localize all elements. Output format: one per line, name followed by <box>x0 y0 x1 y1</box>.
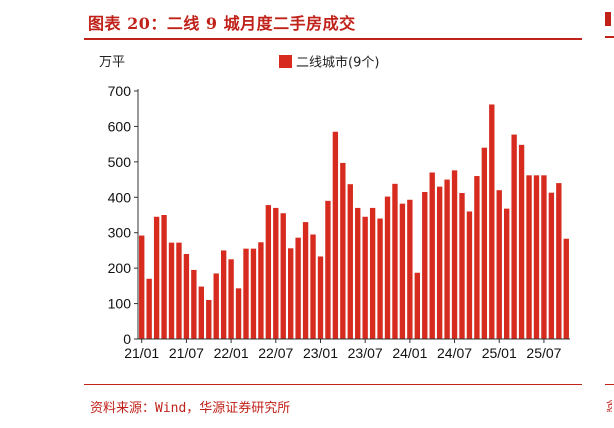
bar <box>325 200 331 339</box>
bar <box>273 207 279 339</box>
x-tick-label: 25/01 <box>482 345 517 361</box>
bar <box>414 272 420 339</box>
x-tick-label: 24/01 <box>392 345 427 361</box>
legend-label: 二线城市(9个) <box>296 55 379 71</box>
bar <box>377 218 383 339</box>
bar <box>176 242 182 339</box>
bar <box>295 237 301 339</box>
bar <box>518 144 525 339</box>
x-tick-label: 22/01 <box>214 345 249 361</box>
adjacent-figure-edge-bottom-line <box>605 384 614 385</box>
y-tick-label: 400 <box>108 189 132 205</box>
bar <box>466 211 473 339</box>
bar <box>422 191 428 339</box>
figure-title-bar: 图表 20：二线 9 城月度二手房成交 <box>84 6 582 40</box>
adjacent-figure-edge-text: 资料来源：Wind，华源证券研究所 <box>606 400 612 412</box>
y-unit-label: 万平 <box>99 55 125 70</box>
legend-swatch <box>279 55 292 68</box>
y-tick-label: 700 <box>108 83 132 99</box>
bar <box>362 216 368 339</box>
bar <box>183 253 190 339</box>
bar <box>504 208 510 339</box>
bar <box>436 186 443 339</box>
bar <box>265 205 272 339</box>
bar <box>280 213 286 339</box>
bar <box>355 207 361 339</box>
source-divider <box>84 384 582 385</box>
bar <box>332 131 339 339</box>
x-tick-label: 21/07 <box>169 345 204 361</box>
bar <box>220 250 227 339</box>
bar <box>526 175 532 339</box>
bar <box>243 248 249 339</box>
bar <box>191 269 197 339</box>
bar <box>161 215 167 339</box>
bar <box>310 234 316 339</box>
bar <box>139 235 145 339</box>
y-tick-label: 600 <box>108 118 132 134</box>
bar <box>206 300 212 339</box>
bar <box>347 184 353 339</box>
bar <box>288 248 294 339</box>
bar <box>533 175 540 339</box>
bar <box>317 256 324 339</box>
bar <box>153 216 160 339</box>
bar <box>258 242 264 339</box>
y-tick-label: 300 <box>108 225 132 241</box>
x-tick-label: 21/01 <box>124 345 159 361</box>
bar <box>302 222 309 339</box>
bar <box>511 134 517 339</box>
bar <box>459 193 465 339</box>
bar <box>563 238 569 339</box>
x-tick-label: 23/01 <box>303 345 338 361</box>
y-tick-label: 500 <box>108 154 132 170</box>
bar <box>250 248 257 339</box>
bar <box>548 192 555 339</box>
bar <box>541 175 547 339</box>
bar <box>407 199 413 339</box>
bar <box>429 172 435 339</box>
bar <box>213 273 219 339</box>
x-tick-label: 23/07 <box>348 345 383 361</box>
source-note: 资料来源：Wind，华源证券研究所 <box>90 401 291 416</box>
bar <box>235 288 242 339</box>
x-tick-label: 24/07 <box>437 345 472 361</box>
bar <box>496 190 502 339</box>
bar <box>556 183 562 339</box>
bar <box>384 196 391 339</box>
adjacent-figure-edge-marker <box>605 12 611 26</box>
bar <box>168 242 175 339</box>
bar <box>444 179 450 339</box>
bar <box>489 104 495 340</box>
bar <box>198 286 204 339</box>
bar <box>399 203 406 339</box>
bar <box>451 170 458 339</box>
bar <box>392 183 398 339</box>
figure-title: 图表 20：二线 9 城月度二手房成交 <box>88 14 356 33</box>
bar <box>146 278 152 339</box>
y-tick-label: 200 <box>108 260 132 276</box>
x-tick-label: 25/07 <box>526 345 561 361</box>
y-tick-label: 0 <box>123 331 131 347</box>
y-tick-label: 100 <box>108 296 132 312</box>
bar <box>228 259 234 339</box>
bar <box>340 162 346 339</box>
bar <box>369 207 376 339</box>
adjacent-figure-edge-line <box>605 36 614 38</box>
x-tick-label: 22/07 <box>258 345 293 361</box>
bar <box>474 176 480 339</box>
bar <box>481 147 488 339</box>
